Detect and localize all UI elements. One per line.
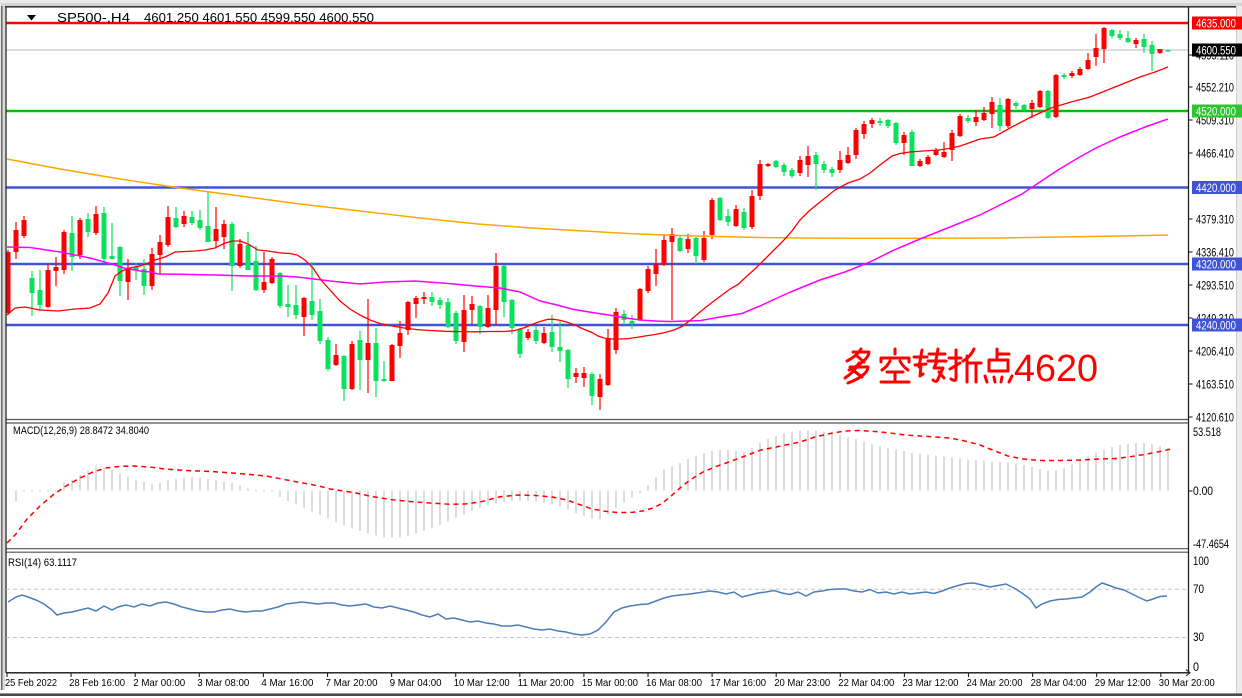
svg-text:RSI(14) 63.1117: RSI(14) 63.1117 <box>8 557 77 569</box>
svg-text:10 Mar 12:00: 10 Mar 12:00 <box>454 677 510 689</box>
svg-text:53.518: 53.518 <box>1193 425 1221 439</box>
svg-text:9 Mar 04:00: 9 Mar 04:00 <box>390 677 442 689</box>
svg-text:4206.410: 4206.410 <box>1196 345 1234 359</box>
svg-text:0: 0 <box>1193 660 1199 674</box>
svg-text:4420.000: 4420.000 <box>1196 181 1236 195</box>
svg-text:25 Feb 2022: 25 Feb 2022 <box>5 677 57 689</box>
svg-text:4293.510: 4293.510 <box>1196 279 1234 293</box>
svg-text:4466.410: 4466.410 <box>1196 147 1234 161</box>
svg-text:0.00: 0.00 <box>1193 484 1213 498</box>
svg-text:17 Mar 16:00: 17 Mar 16:00 <box>710 677 766 689</box>
svg-text:7 Mar 20:00: 7 Mar 20:00 <box>326 677 378 689</box>
svg-text:4 Mar 16:00: 4 Mar 16:00 <box>261 677 313 689</box>
svg-text:15 Mar 00:00: 15 Mar 00:00 <box>582 677 638 689</box>
svg-text:70: 70 <box>1193 582 1204 596</box>
svg-text:30: 30 <box>1193 630 1204 644</box>
svg-text:4620: 4620 <box>1014 348 1098 390</box>
svg-text:4120.610: 4120.610 <box>1196 411 1234 425</box>
svg-text:3 Mar 08:00: 3 Mar 08:00 <box>197 677 249 689</box>
svg-text:29 Mar 12:00: 29 Mar 12:00 <box>1095 677 1151 689</box>
svg-text:4552.210: 4552.210 <box>1196 81 1234 95</box>
svg-text:-47.4654: -47.4654 <box>1193 537 1229 551</box>
svg-text:30 Mar 20:00: 30 Mar 20:00 <box>1159 677 1215 689</box>
svg-text:23 Mar 12:00: 23 Mar 12:00 <box>902 677 958 689</box>
svg-text:20 Mar 23:00: 20 Mar 23:00 <box>774 677 830 689</box>
svg-text:4601.250 4601.550 4599.550 460: 4601.250 4601.550 4599.550 4600.550 <box>144 10 374 25</box>
svg-text:22 Mar 04:00: 22 Mar 04:00 <box>838 677 894 689</box>
svg-text:100: 100 <box>1193 554 1209 568</box>
svg-text:4379.310: 4379.310 <box>1196 213 1234 227</box>
svg-text:2 Mar 00:00: 2 Mar 00:00 <box>133 677 185 689</box>
svg-text:SP500-,H4: SP500-,H4 <box>57 10 130 25</box>
svg-text:28 Mar 04:00: 28 Mar 04:00 <box>1031 677 1087 689</box>
svg-text:4336.410: 4336.410 <box>1196 246 1234 260</box>
svg-text:16 Mar 08:00: 16 Mar 08:00 <box>646 677 702 689</box>
svg-text:4163.510: 4163.510 <box>1196 378 1234 392</box>
svg-text:4520.000: 4520.000 <box>1196 105 1236 119</box>
svg-text:4240.000: 4240.000 <box>1196 319 1236 333</box>
svg-text:28 Feb 16:00: 28 Feb 16:00 <box>69 677 125 689</box>
svg-text:MACD(12,26,9) 28.8472 34.8040: MACD(12,26,9) 28.8472 34.8040 <box>13 425 149 437</box>
svg-text:24 Mar 20:00: 24 Mar 20:00 <box>967 677 1023 689</box>
svg-text:4635.000: 4635.000 <box>1196 17 1236 31</box>
svg-text:4320.000: 4320.000 <box>1196 258 1236 272</box>
svg-text:11 Mar 20:00: 11 Mar 20:00 <box>518 677 574 689</box>
svg-text:4600.550: 4600.550 <box>1196 44 1236 58</box>
